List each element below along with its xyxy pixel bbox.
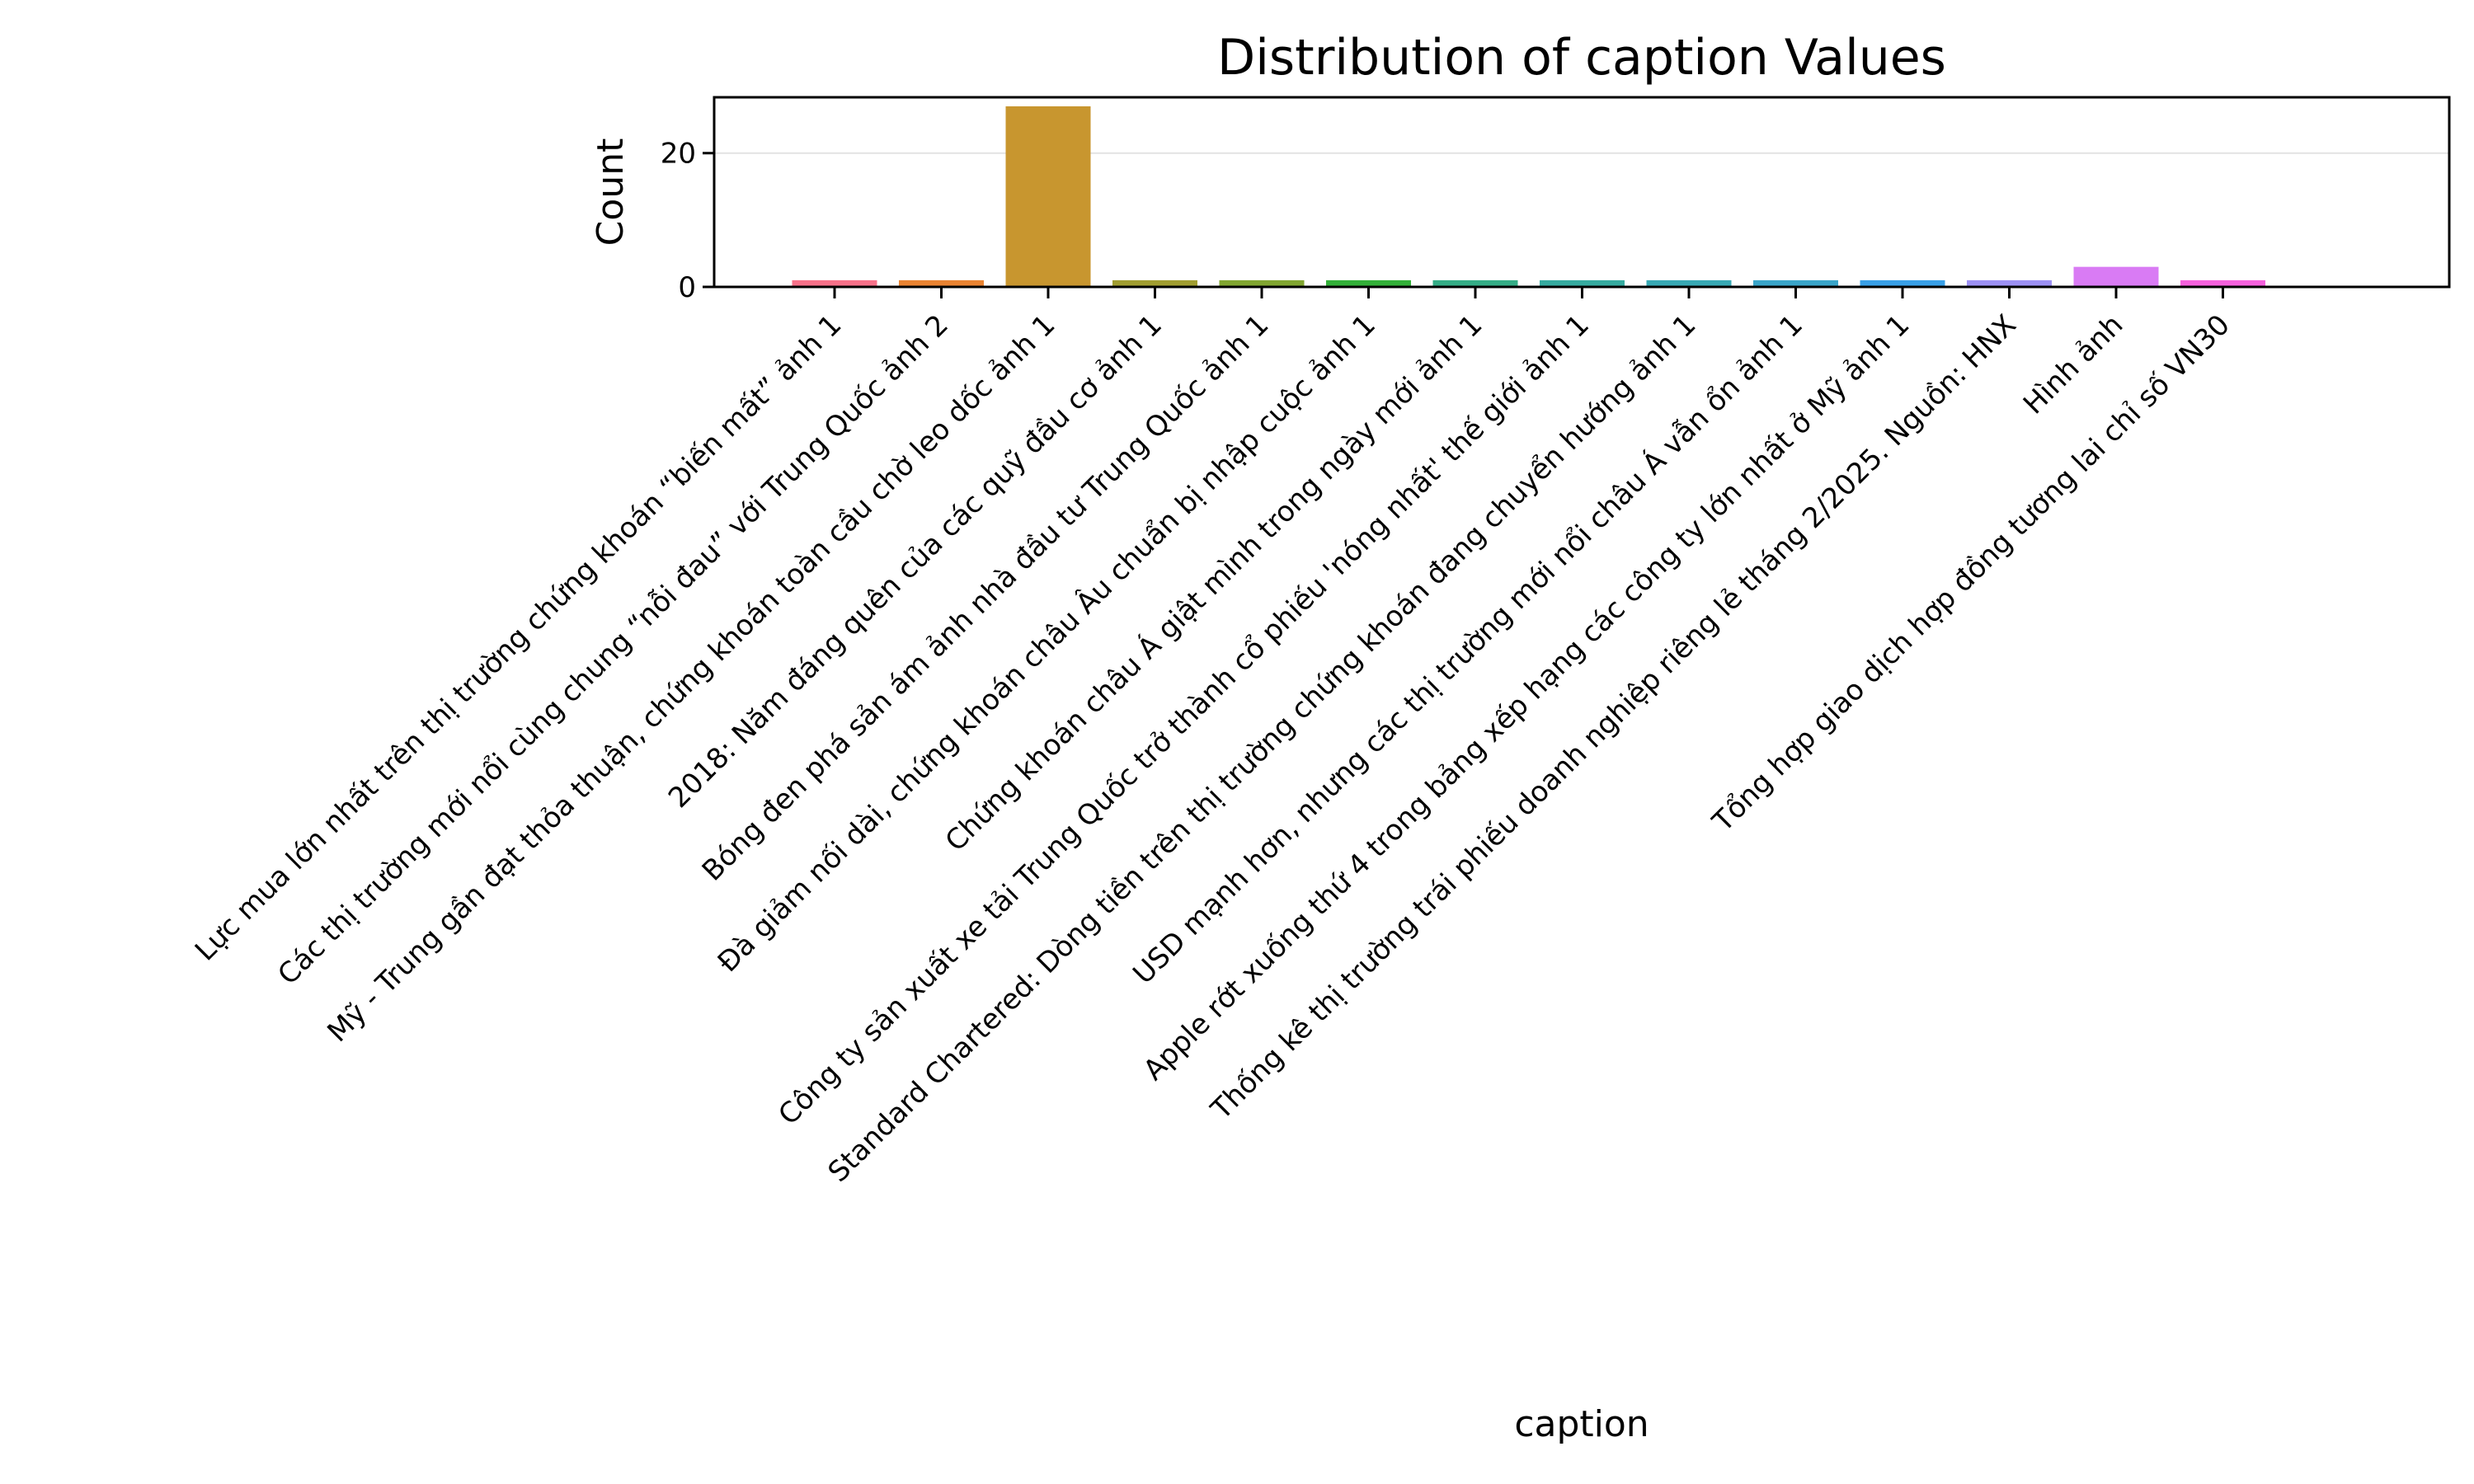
x-tick-label: Các thị trường mới nổi cùng chung “nỗi đ… [271,308,954,991]
bar [792,279,877,287]
bar [1219,279,1305,287]
bar [2180,279,2265,287]
bar [1005,106,1091,287]
x-tick-label: Tổng hợp giao dịch hợp đồng tương lai ch… [1706,308,2236,838]
bar [899,279,984,287]
chart-title: Distribution of caption Values [1217,29,1946,87]
y-tick-label: 0 [678,271,696,304]
bar [2073,266,2159,287]
bar [1646,279,1732,287]
x-tick-label: 2018: Năm đáng quên của các quỹ đầu cơ ả… [662,308,1169,815]
x-tick-label: Thống kê thị trường trái phiếu doanh ngh… [1204,308,2023,1127]
bar [1326,279,1411,287]
bar [1112,279,1197,287]
y-ticks: 0 20 [661,138,714,304]
x-tick-label: Công ty sản xuất xe tải Trung Quốc trở t… [772,308,1596,1132]
bar [1860,279,1945,287]
x-tick-labels: Lực mua lớn nhất trên thị trường chứng k… [189,287,2236,1189]
bar [1432,279,1518,287]
bar [1753,279,1838,287]
bar [1967,279,2052,287]
gridlines [714,152,2449,288]
x-tick-label: Hình ảnh [2017,308,2129,420]
y-axis-label: Count [590,139,632,247]
x-axis-label: caption [1514,1403,1649,1445]
bar [1540,279,1625,287]
y-tick-label: 20 [661,138,696,171]
bars [792,106,2265,287]
x-tick-label: USD mạnh hơn, nhưng các thị trường mới n… [1126,308,1809,990]
plot-frame [713,96,2451,289]
